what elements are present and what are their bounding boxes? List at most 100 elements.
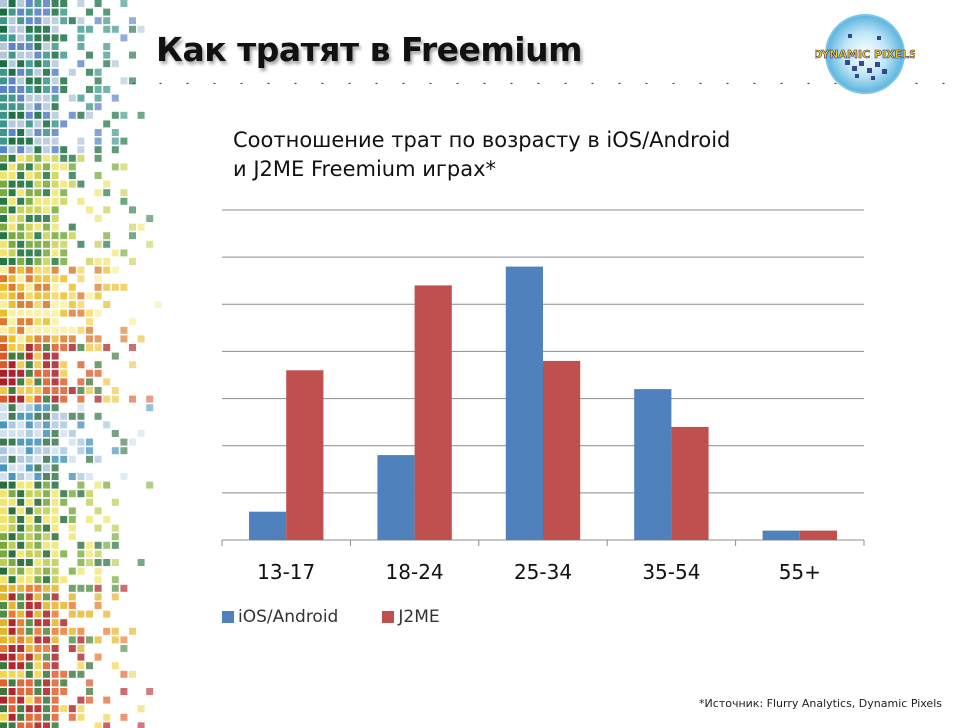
mosaic-tile — [60, 430, 68, 437]
mosaic-tile — [51, 559, 59, 566]
mosaic-tile — [111, 636, 119, 644]
mosaic-tile — [0, 223, 7, 231]
mosaic-tile — [77, 653, 85, 661]
mosaic-tile — [77, 60, 85, 68]
mosaic-tile — [51, 8, 59, 16]
mosaic-tile — [60, 627, 68, 635]
mosaic-tile — [43, 610, 50, 618]
mosaic-tile — [43, 258, 50, 265]
mosaic-tile — [43, 137, 50, 145]
mosaic-tile — [94, 584, 102, 592]
mosaic-tile — [17, 464, 25, 472]
mosaic-tile — [25, 447, 33, 455]
mosaic-tile — [60, 619, 68, 627]
mosaic-tile — [68, 610, 76, 618]
mosaic-tile — [8, 129, 16, 136]
mosaic-tile — [25, 688, 33, 695]
mosaic-tile — [17, 696, 25, 704]
mosaic-tile — [43, 146, 50, 154]
mosaic-tile — [51, 103, 59, 111]
mosaic-tile — [0, 507, 7, 515]
mosaic-tile — [43, 17, 50, 25]
mosaic-tile — [25, 232, 33, 240]
mosaic-tile — [103, 301, 111, 308]
mosaic-tile — [111, 576, 119, 584]
mosaic-tile — [8, 421, 16, 429]
mosaic-tile — [17, 387, 25, 394]
mosaic-tile — [51, 197, 59, 205]
mosaic-tile — [34, 473, 42, 480]
mosaic-tile — [25, 223, 33, 231]
mosaic-tile — [0, 206, 7, 214]
mosaic-tile — [0, 541, 7, 549]
mosaic-tile — [51, 309, 59, 317]
mosaic-tile — [0, 86, 7, 93]
mosaic-tile — [68, 301, 76, 308]
mosaic-tile — [25, 215, 33, 222]
mosaic-tile — [25, 275, 33, 283]
mosaic-tile — [146, 688, 154, 695]
mosaic-tile — [17, 473, 25, 480]
mosaic-tile — [0, 60, 7, 68]
mosaic-tile — [25, 68, 33, 76]
mosaic-tile — [34, 481, 42, 489]
mosaic-tile — [51, 129, 59, 136]
mosaic-tile — [34, 507, 42, 515]
mosaic-tile — [0, 627, 7, 635]
mosaic-tile — [94, 507, 102, 515]
mosaic-tile — [51, 120, 59, 128]
mosaic-tile — [17, 627, 25, 635]
mosaic-tile — [68, 292, 76, 300]
mosaic-tile — [77, 713, 85, 721]
mosaic-tile — [17, 610, 25, 618]
mosaic-tile — [60, 447, 68, 455]
mosaic-tile — [0, 258, 7, 265]
mosaic-tile — [86, 103, 93, 111]
mosaic-tile — [43, 77, 50, 85]
mosaic-tile — [0, 387, 7, 394]
mosaic-tile — [25, 17, 33, 25]
mosaic-tile — [0, 189, 7, 197]
mosaic-tile — [43, 559, 50, 566]
mosaic-tile — [0, 326, 7, 334]
mosaic-tile — [68, 713, 76, 721]
mosaic-tile — [17, 421, 25, 429]
mosaic-tile — [34, 593, 42, 601]
mosaic-tile — [43, 60, 50, 68]
mosaic-tile — [51, 455, 59, 463]
mosaic-tile — [51, 275, 59, 283]
mosaic-tile — [43, 705, 50, 713]
mosaic-tile — [34, 172, 42, 179]
mosaic-tile — [0, 447, 7, 455]
mosaic-tile — [25, 344, 33, 351]
mosaic-tile — [51, 180, 59, 188]
mosaic-tile — [8, 662, 16, 670]
mosaic-tile — [17, 111, 25, 119]
mosaic-tile — [8, 197, 16, 205]
mosaic-tile — [51, 412, 59, 420]
mosaic-tile — [51, 516, 59, 523]
mosaic-tile — [94, 0, 102, 7]
mosaic-tile — [103, 51, 111, 59]
mosaic-tile — [77, 17, 85, 25]
mosaic-tile — [0, 696, 7, 704]
mosaic-tile — [8, 249, 16, 257]
mosaic-tile — [129, 627, 136, 635]
mosaic-tile — [129, 670, 136, 678]
mosaic-tile — [17, 541, 25, 549]
mosaic-tile — [77, 412, 85, 420]
mosaic-tile — [51, 137, 59, 145]
mosaic-tile — [51, 326, 59, 334]
mosaic-tile — [34, 103, 42, 111]
mosaic-tile — [17, 395, 25, 403]
mosaic-tile — [17, 636, 25, 644]
mosaic-tile — [25, 120, 33, 128]
mosaic-tile — [77, 627, 85, 635]
mosaic-tile — [25, 404, 33, 412]
mosaic-tile — [17, 352, 25, 360]
mosaic-tile — [34, 197, 42, 205]
mosaic-tile — [94, 481, 102, 489]
mosaic-tile — [0, 705, 7, 713]
mosaic-tile — [8, 215, 16, 222]
mosaic-tile — [103, 17, 111, 25]
